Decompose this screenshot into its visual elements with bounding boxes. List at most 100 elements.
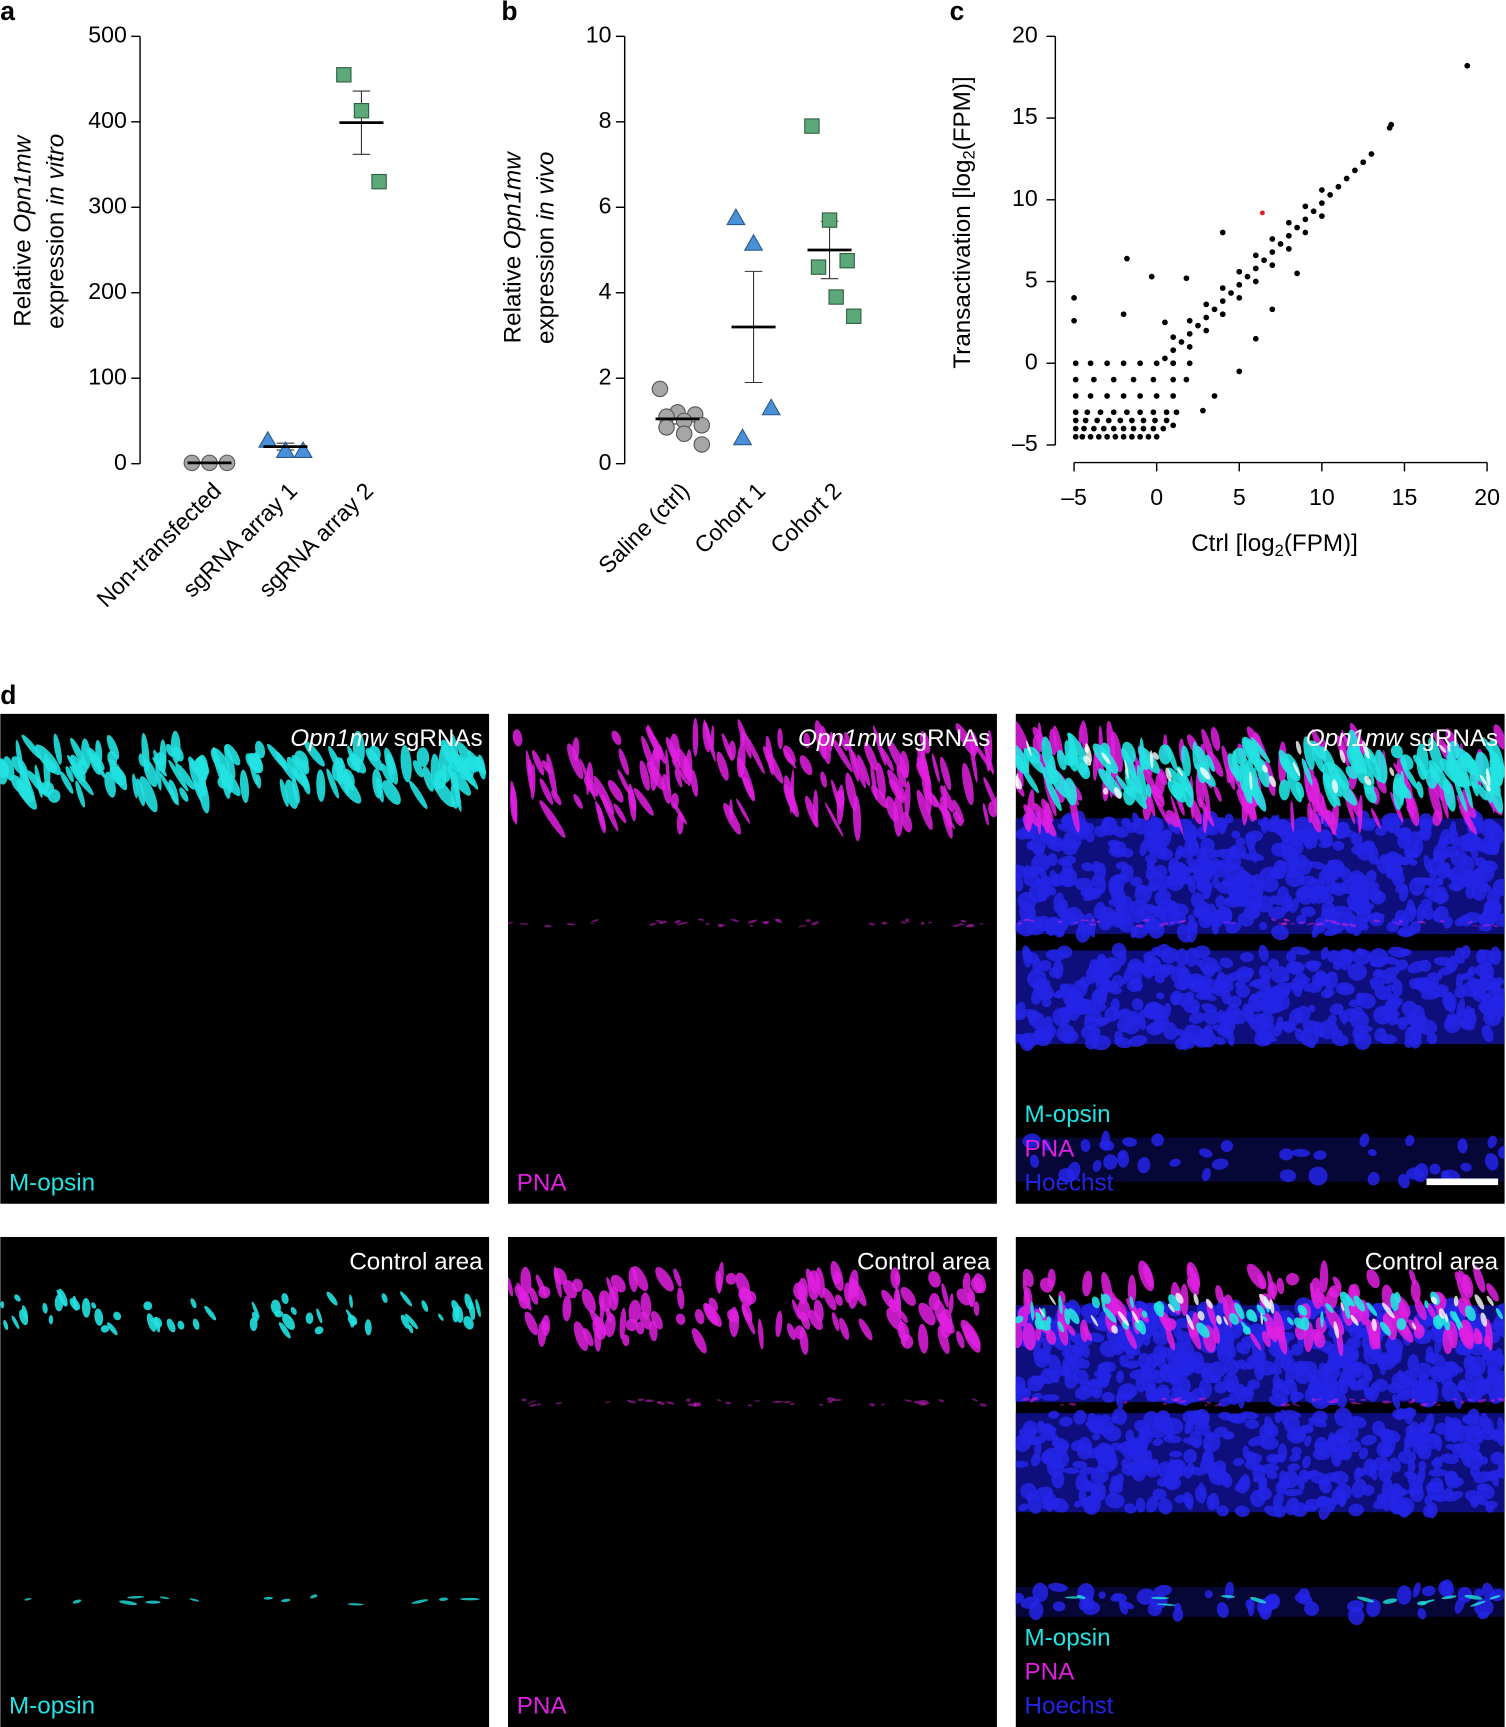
data-point xyxy=(1228,290,1234,296)
stain xyxy=(1307,1039,1316,1049)
stain xyxy=(839,1317,850,1340)
stain xyxy=(1198,797,1215,827)
stain xyxy=(1147,819,1162,830)
y-axis-label-part: Relative xyxy=(10,239,37,326)
stain xyxy=(694,1308,705,1325)
stain xyxy=(938,1399,945,1403)
stain xyxy=(1428,737,1444,773)
stain xyxy=(278,1322,291,1339)
stain xyxy=(686,1398,691,1402)
stain xyxy=(1289,923,1296,925)
stain xyxy=(1156,992,1165,1000)
stain xyxy=(1338,984,1350,993)
stain xyxy=(1103,1154,1118,1170)
stain xyxy=(1227,995,1242,1008)
stain xyxy=(808,1309,823,1331)
micrograph-title: Control area xyxy=(349,1249,483,1276)
stain xyxy=(777,728,783,750)
stain xyxy=(1203,1433,1221,1453)
data-point xyxy=(1105,417,1112,424)
stain xyxy=(1267,958,1280,970)
stain xyxy=(381,1293,388,1303)
stain xyxy=(913,1400,922,1405)
channel-label: PNA xyxy=(517,1169,568,1196)
stain xyxy=(1251,874,1265,888)
stain xyxy=(1214,1381,1228,1394)
stain xyxy=(1048,1410,1060,1419)
stain xyxy=(982,802,989,826)
data-point xyxy=(1094,417,1101,424)
stain xyxy=(1229,1312,1239,1325)
stain xyxy=(1362,740,1370,759)
data-point xyxy=(1186,360,1193,367)
stain xyxy=(1431,1493,1448,1502)
data-point xyxy=(1352,167,1358,174)
stain xyxy=(1306,922,1315,926)
stain xyxy=(1020,1482,1037,1500)
stain xyxy=(1032,1582,1049,1602)
stain xyxy=(827,1400,833,1403)
data-point xyxy=(1150,376,1157,383)
stain xyxy=(1352,948,1371,966)
stain xyxy=(970,1276,984,1294)
micrograph-background xyxy=(507,1236,997,1727)
stain xyxy=(1418,813,1434,830)
highlight-point xyxy=(1259,210,1265,216)
stain xyxy=(303,740,325,767)
stain xyxy=(336,772,362,804)
panel-label: d xyxy=(0,680,16,710)
stain xyxy=(1406,899,1416,916)
stain xyxy=(1371,1318,1377,1332)
data-point xyxy=(1261,257,1267,264)
stain xyxy=(647,724,659,753)
stain xyxy=(597,805,606,834)
stain xyxy=(876,762,886,799)
stain xyxy=(1253,1361,1265,1381)
stain xyxy=(86,748,106,779)
stain xyxy=(783,783,799,818)
stain xyxy=(1351,743,1368,775)
stain xyxy=(673,1268,682,1287)
stain xyxy=(106,734,120,760)
stain xyxy=(451,1299,460,1314)
stain xyxy=(604,1401,611,1404)
stain xyxy=(1290,897,1300,914)
stain xyxy=(1408,1421,1419,1436)
stain xyxy=(1173,866,1191,880)
data-point xyxy=(1129,417,1135,424)
stain xyxy=(1217,819,1227,835)
stain xyxy=(1380,1428,1395,1446)
stain xyxy=(1216,1602,1229,1618)
stain xyxy=(1168,1294,1181,1312)
stain xyxy=(529,1287,539,1305)
stain xyxy=(1280,974,1290,982)
stain xyxy=(35,744,61,775)
stain xyxy=(692,717,699,757)
stain xyxy=(1239,1411,1259,1420)
stain xyxy=(464,1293,473,1311)
stain xyxy=(880,747,894,772)
x-tick-label: 15 xyxy=(1392,484,1418,510)
stain xyxy=(1152,752,1160,760)
stain xyxy=(1260,877,1279,893)
stain xyxy=(1390,744,1403,759)
stain xyxy=(546,753,557,798)
y-axis-label-part: Opn1mw xyxy=(10,134,37,232)
stain xyxy=(1389,1483,1402,1493)
stain xyxy=(1159,875,1175,888)
stain xyxy=(281,1293,289,1304)
data-point xyxy=(1386,125,1393,131)
stain xyxy=(1176,992,1193,1007)
data-point xyxy=(1137,360,1144,367)
stain xyxy=(1190,842,1200,857)
stain xyxy=(1198,859,1213,873)
stain xyxy=(152,757,167,777)
stain xyxy=(1098,1311,1108,1323)
stain xyxy=(618,748,630,776)
stain xyxy=(1135,924,1144,928)
stain xyxy=(1151,784,1165,808)
stain xyxy=(1252,1464,1266,1480)
stain xyxy=(1091,1296,1100,1309)
stain xyxy=(1211,1024,1227,1033)
stain xyxy=(538,1286,551,1299)
